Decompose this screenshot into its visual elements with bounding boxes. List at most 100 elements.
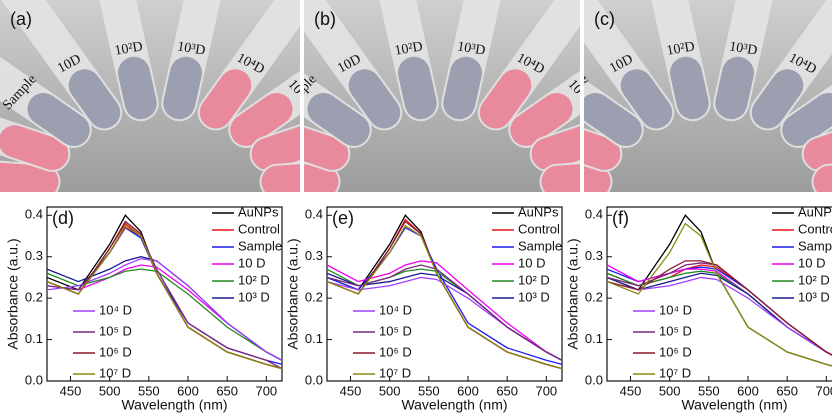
legend-label: 10⁴ D xyxy=(99,302,132,317)
photo-panel: AuNPsControlSample10D10²D10³D10⁴D10⁵D10⁶… xyxy=(304,0,580,192)
x-tick-label: 500 xyxy=(99,383,121,398)
spectrum-line xyxy=(606,222,832,367)
x-tick-label: 550 xyxy=(418,383,440,398)
legend-label: 10⁵ D xyxy=(99,323,132,338)
spectrum-line xyxy=(326,260,563,361)
legend-label: AuNPs xyxy=(798,204,832,219)
spectrum-line xyxy=(46,268,283,361)
plot-frame xyxy=(326,206,563,382)
legend-label: 10 D xyxy=(518,255,545,270)
y-tick-label: 0.2 xyxy=(305,290,323,305)
legend-label: Control xyxy=(518,221,560,236)
y-tick-label: 0.1 xyxy=(585,331,603,346)
legend-label: 10⁷ D xyxy=(659,365,691,380)
legend-label: Control xyxy=(238,221,280,236)
x-tick-label: 450 xyxy=(60,383,82,398)
y-axis-label: Absorbance (a.u.) xyxy=(285,238,301,349)
tube-liquid xyxy=(304,127,349,170)
x-tick-label: 700 xyxy=(255,383,277,398)
x-tick-label: 650 xyxy=(216,383,238,398)
tube-liquid xyxy=(199,69,252,129)
legend-label: AuNPs xyxy=(238,204,279,219)
x-tick-label: 500 xyxy=(379,383,401,398)
legend-label: 10⁶ D xyxy=(659,344,692,359)
tube-liquid xyxy=(117,56,157,120)
y-tick-label: 0.3 xyxy=(25,248,43,263)
legend-label: 10² D xyxy=(238,272,270,287)
tube-liquid xyxy=(251,126,300,170)
y-tick-label: 0.2 xyxy=(25,290,43,305)
tube-liquid xyxy=(0,125,69,170)
legend-label: 10⁴ D xyxy=(659,302,692,317)
tube-liquid xyxy=(348,69,401,129)
tube-liquid xyxy=(304,164,339,192)
tube-liquid xyxy=(584,164,611,192)
spectrum-line xyxy=(326,264,563,361)
plot-frame xyxy=(606,206,832,382)
legend-label: AuNPs xyxy=(518,204,559,219)
spectrum-line xyxy=(326,224,563,370)
legend-label: 10² D xyxy=(518,272,550,287)
x-tick-label: 450 xyxy=(620,383,642,398)
x-tick-label: 500 xyxy=(659,383,681,398)
y-tick-label: 0.4 xyxy=(585,207,603,222)
tube-liquid xyxy=(27,92,90,146)
tube-liquid xyxy=(531,126,580,170)
y-tick-label: 0.3 xyxy=(585,248,603,263)
panel-label: (a) xyxy=(10,9,32,29)
tube-liquid xyxy=(782,92,832,146)
x-tick-label: 700 xyxy=(815,383,832,398)
legend-label: 10 D xyxy=(798,255,825,270)
tube-liquid xyxy=(443,56,483,120)
legend-label: 10 D xyxy=(238,255,265,270)
spectrum-line xyxy=(606,276,832,356)
legend-label: Control xyxy=(798,221,832,236)
tube-liquid xyxy=(0,162,59,192)
spectrum-line xyxy=(46,224,283,370)
legend-label: 10⁵ D xyxy=(379,323,412,338)
legend-label: 10⁷ D xyxy=(379,365,411,380)
legend-label: 10⁶ D xyxy=(379,344,412,359)
legend-label: Sample xyxy=(238,238,282,253)
y-tick-label: 0.4 xyxy=(305,207,323,222)
legend-label: 10⁷ D xyxy=(99,365,131,380)
y-tick-label: 0.1 xyxy=(305,331,323,346)
panel-label: (b) xyxy=(314,9,336,29)
tube-liquid xyxy=(163,56,203,120)
y-tick-label: 0.2 xyxy=(585,290,603,305)
x-tick-label: 450 xyxy=(340,383,362,398)
tube-liquid xyxy=(510,92,573,146)
legend-label: 10³ D xyxy=(238,289,270,304)
legend-label: 10⁴ D xyxy=(379,302,412,317)
spectrum-line xyxy=(46,258,283,361)
tube-liquid xyxy=(479,69,532,129)
tube-liquid xyxy=(803,132,832,170)
tube-label: 10³D xyxy=(456,39,486,58)
legend-label: 10³ D xyxy=(798,289,830,304)
legend-label: 10³ D xyxy=(518,289,550,304)
legend-label: 10² D xyxy=(798,272,830,287)
y-axis-label: Absorbance (a.u.) xyxy=(5,238,21,349)
panel-label: (f) xyxy=(612,208,629,228)
y-tick-label: 0.0 xyxy=(585,372,603,387)
tube-label: 10²D xyxy=(114,39,144,58)
tube-liquid xyxy=(307,92,370,146)
tube-label: 10³D xyxy=(728,39,758,58)
x-tick-label: 650 xyxy=(496,383,518,398)
x-tick-label: 600 xyxy=(737,383,759,398)
plot-frame xyxy=(46,206,283,382)
tube-liquid xyxy=(541,164,580,192)
tube-liquid xyxy=(620,69,673,129)
tube-liquid xyxy=(584,130,621,170)
legend-label: Sample xyxy=(518,238,562,253)
tube-liquid xyxy=(261,164,300,192)
tube-liquid xyxy=(715,56,755,120)
x-axis-label: Wavelength (nm) xyxy=(681,397,787,413)
x-tick-label: 600 xyxy=(457,383,479,398)
x-tick-label: 600 xyxy=(177,383,199,398)
spectrum-line xyxy=(606,260,832,356)
tube-label: 10²D xyxy=(666,39,696,58)
x-axis-label: Wavelength (nm) xyxy=(121,397,227,413)
tube-liquid xyxy=(397,56,437,120)
